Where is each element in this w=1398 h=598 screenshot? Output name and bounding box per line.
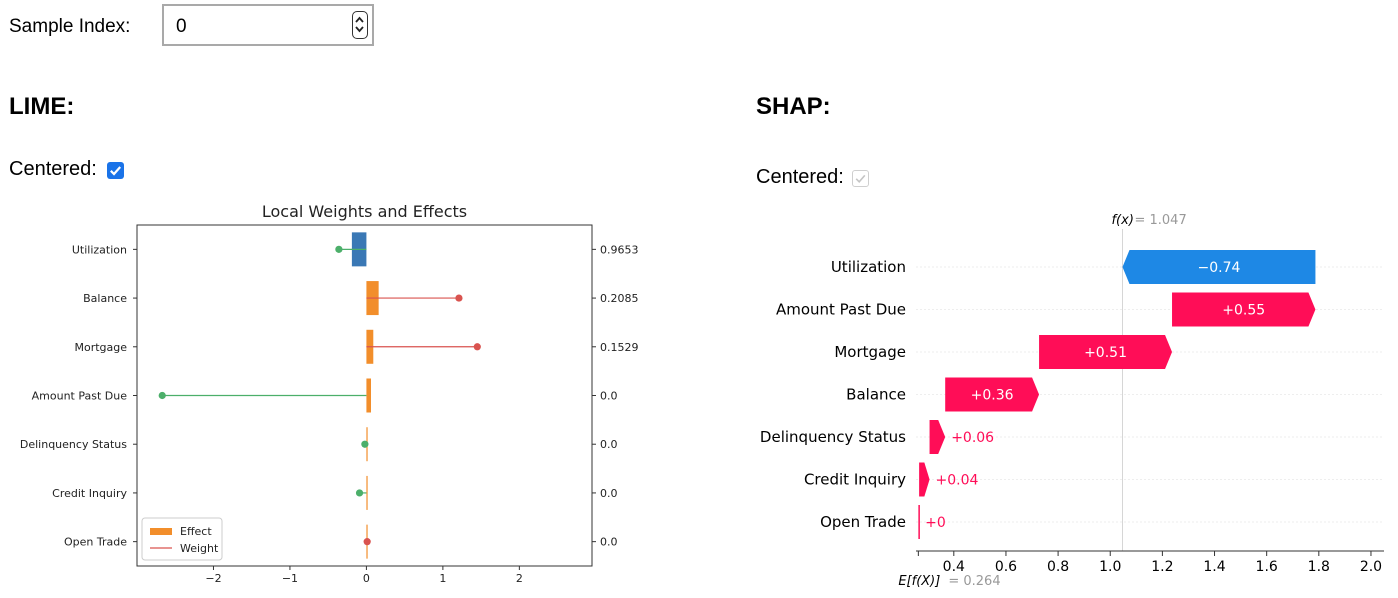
- shap-x-tick-label: 1.8: [1308, 559, 1330, 575]
- lime-title: LIME:: [9, 93, 75, 120]
- check-icon: [110, 166, 122, 176]
- shap-x-tick-label: 1.2: [1151, 559, 1173, 575]
- shap-contribution-bar: [929, 420, 946, 454]
- shap-value-label: +0.51: [1084, 345, 1127, 361]
- lime-weight-point: [158, 391, 166, 400]
- chevron-up-icon: [355, 16, 364, 23]
- shap-x-tick-label: 1.4: [1203, 559, 1225, 575]
- lime-weight-point: [335, 245, 343, 253]
- shap-category-label: Delinquency Status: [760, 428, 906, 446]
- lime-weight-point: [455, 294, 463, 302]
- lime-x-tick-label: 1: [439, 572, 446, 585]
- shap-value-label: +0.06: [951, 430, 994, 446]
- shap-category-label: Balance: [846, 386, 906, 404]
- sample-index-label: Sample Index:: [9, 16, 131, 37]
- shap-fx-label: f(x): [1111, 213, 1133, 228]
- lime-weight-point: [363, 538, 371, 546]
- shap-contribution-bar: [919, 462, 930, 497]
- shap-category-label: Amount Past Due: [776, 301, 906, 319]
- shap-value-label: −0.74: [1198, 260, 1241, 276]
- shap-centered-label: Centered:: [756, 166, 844, 188]
- lime-x-tick-label: −2: [205, 572, 221, 585]
- shap-contribution-bar: [1122, 250, 1316, 284]
- shap-category-label: Utilization: [831, 258, 906, 276]
- lime-right-label: 0.0: [600, 487, 618, 500]
- lime-effect-bar: [366, 475, 368, 510]
- lime-category-label: Mortgage: [74, 341, 127, 354]
- lime-category-label: Credit Inquiry: [52, 487, 127, 500]
- lime-x-tick-label: −1: [282, 572, 298, 585]
- shap-contribution-bar: [945, 377, 1040, 412]
- shap-base-value: = 0.264: [948, 574, 1000, 589]
- shap-x-tick-label: 0.6: [995, 559, 1017, 575]
- lime-weight-point: [361, 440, 369, 448]
- lime-right-label: 0.0: [600, 438, 618, 451]
- sample-index-stepper[interactable]: [352, 11, 368, 39]
- chevron-down-icon: [355, 26, 364, 33]
- shap-centered-checkbox[interactable]: [852, 170, 869, 187]
- lime-legend-effect-label: Effect: [180, 525, 212, 538]
- lime-centered-label: Centered:: [9, 158, 97, 180]
- shap-fx-value: = 1.047: [1134, 213, 1186, 228]
- lime-weight-point: [473, 343, 481, 351]
- lime-legend-effect-swatch: [150, 528, 172, 535]
- lime-chart-title: Local Weights and Effects: [262, 202, 467, 221]
- shap-x-tick-label: 0.8: [1047, 559, 1069, 575]
- lime-right-label: 0.2085: [600, 292, 639, 305]
- lime-right-label: 0.0: [600, 390, 618, 403]
- shap-category-label: Credit Inquiry: [804, 471, 906, 489]
- shap-value-label: +0.36: [971, 388, 1014, 404]
- lime-category-label: Delinquency Status: [20, 438, 127, 451]
- shap-value-label: +0.04: [936, 473, 979, 489]
- lime-x-tick-label: 2: [516, 572, 523, 585]
- lime-category-label: Utilization: [72, 243, 127, 256]
- check-icon: [855, 174, 866, 183]
- lime-chart: Local Weights and Effects Utilization 0.96…: [20, 202, 639, 585]
- shap-title: SHAP:: [756, 93, 831, 120]
- shap-contribution-bar: [1172, 292, 1316, 327]
- shap-x-tick-label: 2.0: [1360, 559, 1382, 575]
- shap-value-label: +0: [925, 515, 946, 531]
- shap-value-label: +0.55: [1222, 303, 1265, 319]
- lime-right-label: 0.0: [600, 536, 618, 549]
- lime-right-label: 0.1529: [600, 341, 639, 354]
- lime-weight-point: [355, 489, 364, 497]
- lime-category-label: Open Trade: [64, 536, 127, 549]
- shap-category-label: Mortgage: [834, 343, 906, 361]
- lime-centered-checkbox[interactable]: [107, 162, 124, 179]
- lime-right-label: 0.9653: [600, 243, 639, 256]
- sample-index-value: 0: [176, 16, 187, 37]
- lime-category-label: Balance: [83, 292, 127, 305]
- shap-x-tick-label: 0.4: [943, 559, 965, 575]
- shap-category-label: Open Trade: [820, 513, 906, 531]
- lime-effect-bar: [366, 378, 371, 413]
- shap-base-label: E[f(X)]: [898, 574, 940, 589]
- shap-x-tick-label: 1.6: [1256, 559, 1278, 575]
- shap-chart: f(x) = 1.047 Utilization −0.74 Amount Past D…: [760, 213, 1384, 589]
- shap-contribution-bar: [1039, 335, 1173, 369]
- lime-legend-weight-label: Weight: [180, 542, 219, 555]
- sample-index-input[interactable]: 0: [162, 4, 374, 46]
- lime-x-tick-label: 0: [363, 572, 370, 585]
- shap-x-tick-label: 1.0: [1099, 559, 1121, 575]
- lime-category-label: Amount Past Due: [32, 390, 128, 403]
